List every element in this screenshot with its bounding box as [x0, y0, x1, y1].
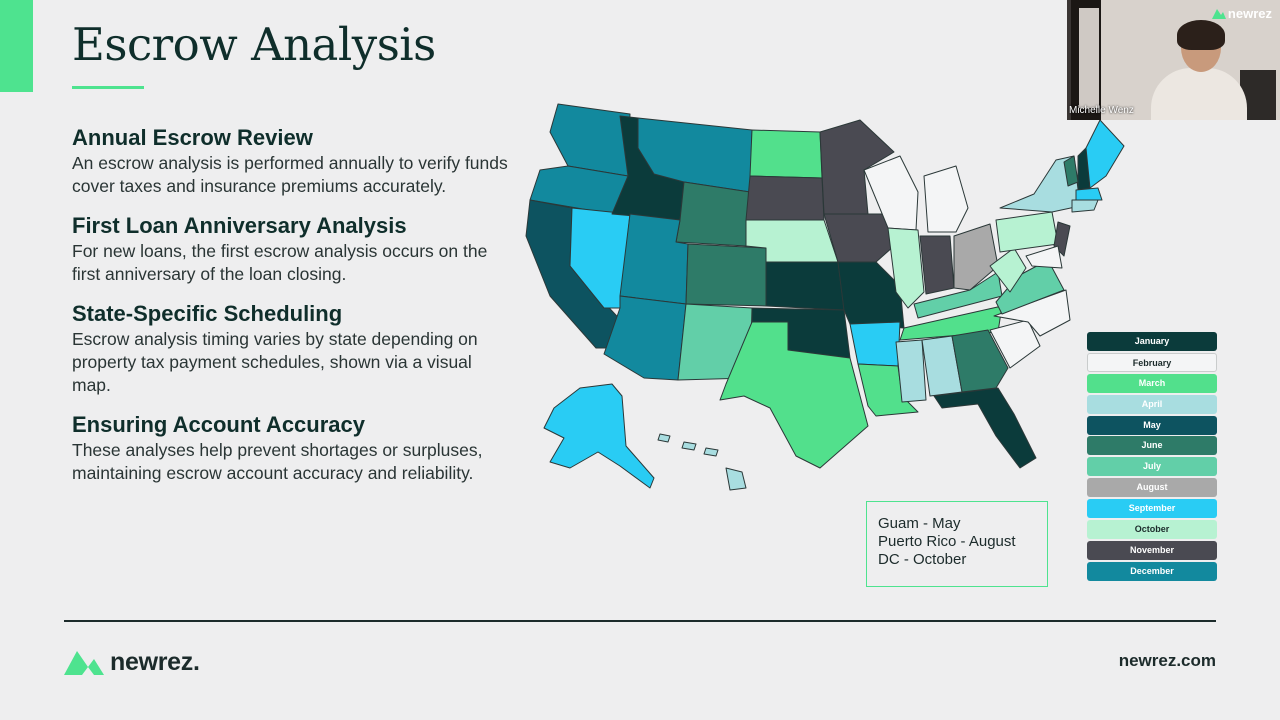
- state-hi-3: [703, 447, 719, 457]
- legend-item-july: July: [1087, 457, 1217, 477]
- state-sc: [989, 319, 1041, 369]
- state-az: [603, 295, 687, 381]
- month-legend: January February March April May June July Augu…: [1087, 332, 1217, 583]
- legend-item-january: January: [1087, 332, 1217, 351]
- legend-item-september: September: [1087, 499, 1217, 519]
- legend-item-march: March: [1087, 373, 1217, 393]
- participant-body: [1151, 68, 1247, 120]
- state-tx: [719, 321, 869, 469]
- state-sd: [745, 175, 825, 221]
- page-title: Escrow Analysis: [72, 18, 436, 71]
- state-me: [1085, 119, 1125, 189]
- section-body: These analyses help prevent shortages or…: [72, 440, 483, 483]
- state-ky: [913, 271, 1003, 319]
- state-hi-4: [725, 467, 747, 491]
- state-wy: [675, 181, 751, 247]
- legend-item-november: November: [1087, 540, 1217, 560]
- bullet-sections: Annual Escrow Review An escrow analysis …: [72, 124, 512, 499]
- state-co: [685, 243, 767, 307]
- legend-item-may: May: [1087, 415, 1217, 435]
- state-ms: [895, 339, 927, 403]
- state-ak: [543, 383, 655, 489]
- section-body: Escrow analysis timing varies by state d…: [72, 329, 478, 395]
- us-map-graphic: [525, 103, 1125, 491]
- state-ct-ri: [1071, 199, 1099, 213]
- section-account-accuracy: Ensuring Account Accuracy These analyses…: [72, 411, 512, 485]
- video-logo: newrez: [1211, 6, 1272, 21]
- legend-item-august: August: [1087, 478, 1217, 498]
- territory-note-box: Guam - May Puerto Rico - August DC - Oct…: [866, 501, 1048, 587]
- section-heading: First Loan Anniversary Analysis: [72, 213, 407, 238]
- participant-hair: [1177, 20, 1225, 50]
- territory-guam: Guam - May: [878, 515, 961, 532]
- state-il: [887, 227, 925, 309]
- state-ia: [823, 213, 895, 263]
- section-heading: State-Specific Scheduling: [72, 301, 343, 326]
- newrez-mark-icon: [64, 650, 104, 675]
- newrez-mark-icon: [1211, 8, 1226, 19]
- footer-brand: newrez.: [110, 648, 200, 676]
- state-hi-1: [657, 433, 671, 443]
- state-hi-2: [681, 441, 697, 451]
- state-nd: [749, 129, 823, 179]
- state-mi: [923, 165, 969, 233]
- section-state-scheduling: State-Specific Scheduling Escrow analysi…: [72, 300, 512, 397]
- state-de-md: [1025, 245, 1063, 269]
- video-logo-text: newrez: [1227, 6, 1272, 21]
- state-oh: [953, 223, 999, 291]
- state-wv: [989, 247, 1027, 293]
- state-ar: [849, 321, 901, 367]
- section-body: An escrow analysis is performed annually…: [72, 153, 508, 196]
- video-window-frame: [1071, 0, 1101, 120]
- legend-item-february: February: [1087, 352, 1217, 372]
- footer-logo: newrez.: [64, 648, 200, 677]
- territory-dc: DC - October: [878, 551, 967, 568]
- participant-video[interactable]: newrez Michelle Wenz: [1067, 0, 1280, 120]
- legend-item-june: June: [1087, 436, 1217, 456]
- legend-item-december: December: [1087, 561, 1217, 581]
- state-in: [919, 235, 955, 295]
- us-escrow-map: [520, 96, 1140, 496]
- section-first-anniversary: First Loan Anniversary Analysis For new …: [72, 212, 512, 286]
- section-heading: Ensuring Account Accuracy: [72, 412, 365, 437]
- state-ks: [765, 261, 845, 311]
- title-underline: [72, 86, 144, 89]
- accent-bar: [0, 0, 33, 92]
- legend-item-april: April: [1087, 394, 1217, 414]
- state-fl: [933, 387, 1037, 469]
- state-wa: [549, 103, 631, 177]
- state-pa: [995, 211, 1059, 253]
- territory-puerto-rico: Puerto Rico - August: [878, 533, 1016, 550]
- footer-url[interactable]: newrez.com: [1118, 651, 1216, 670]
- section-body: For new loans, the first escrow analysis…: [72, 241, 488, 284]
- state-wi: [863, 155, 919, 231]
- section-heading: Annual Escrow Review: [72, 125, 313, 150]
- state-ma: [1075, 187, 1103, 201]
- legend-item-october: October: [1087, 520, 1217, 540]
- state-ut: [619, 213, 689, 305]
- state-ga: [951, 329, 1009, 393]
- section-annual-review: Annual Escrow Review An escrow analysis …: [72, 124, 512, 198]
- footer-divider: [64, 620, 1216, 622]
- participant-name: Michelle Wenz: [1069, 105, 1134, 116]
